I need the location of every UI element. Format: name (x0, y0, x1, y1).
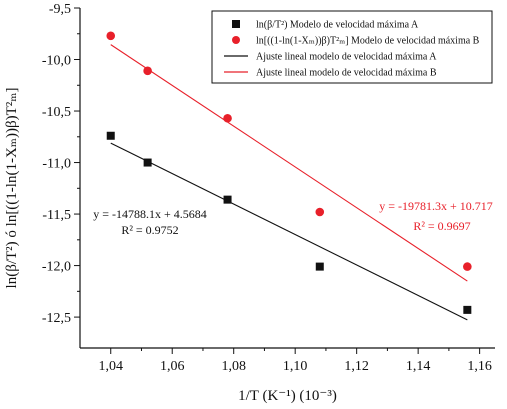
legend: ln(β/T²) Modelo de velocidad máxima A ln[… (211, 10, 493, 84)
x-tick-label: 1,06 (160, 359, 185, 374)
fit-b-equation: y = -19781.3x + 10.717 (379, 199, 493, 213)
data-point-b (143, 66, 152, 76)
y-tick-label: -11,0 (42, 157, 71, 172)
y-tick-label: -11,5 (42, 208, 71, 223)
data-point-a (463, 305, 472, 314)
data-point-a (223, 195, 232, 204)
axes: 1,04 1,06 1,08 1,10 1,12 1,14 1,16 -9,5 -10,0 -10… (4, 2, 495, 404)
data-point-b (106, 31, 116, 41)
legend-entry-series-a-marker (232, 20, 240, 28)
y-tick-label: -10,0 (42, 54, 71, 69)
fit-b-r2: R² = 0.9697 (413, 219, 470, 233)
legend-entry-series-b-marker (232, 36, 240, 44)
legend-box (211, 10, 493, 84)
legend-entry-series-a-label: ln(β/T²) Modelo de velocidad máxima A (256, 20, 419, 31)
data-point-b (223, 113, 232, 123)
x-tick-label: 1,10 (283, 359, 308, 374)
data-point-a (106, 131, 115, 140)
data-point-a (143, 158, 152, 167)
legend-entry-fit-a-label: Ajuste lineal modelo de velocidad máxima… (256, 52, 437, 63)
fit-line-a (110, 142, 468, 321)
x-tick-label: 1,16 (467, 359, 492, 374)
x-tick-label: 1,04 (98, 359, 123, 374)
x-tick-label: 1,14 (406, 359, 431, 374)
x-tick-label: 1,08 (221, 359, 246, 374)
legend-entry-fit-b-label: Ajuste lineal modelo de velocidad máxima… (256, 68, 437, 79)
fit-a-equation: y = -14788.1x + 4.5684 (93, 207, 207, 221)
legend-entry-series-b-label: ln[((1-ln(1-Xₘ))β)T²ₘ] Modelo de velocid… (256, 36, 480, 47)
chart-annotations: y = -14788.1x + 4.5684 R² = 0.9752 y = -19… (93, 199, 493, 237)
data-point-b (463, 262, 472, 271)
y-tick-label: -12,0 (42, 260, 71, 275)
data-point-a (315, 262, 324, 271)
y-tick-label: -10,5 (42, 105, 71, 120)
data-point-b (315, 207, 325, 217)
x-axis-title: 1/T (K⁻¹) (10⁻³) (238, 388, 337, 404)
fit-a-r2: R² = 0.9752 (121, 223, 178, 237)
data-points (106, 31, 472, 314)
y-tick-label: -9,5 (49, 2, 71, 17)
y-axis-title: ln(β/T²) ó ln[((1-ln(1-Xₘ))β)T²ₘ] (4, 88, 20, 289)
y-tick-label: -12,5 (42, 311, 71, 326)
fit-lines (110, 44, 468, 321)
x-tick-label: 1,12 (344, 359, 369, 374)
fit-line-b (110, 44, 468, 282)
